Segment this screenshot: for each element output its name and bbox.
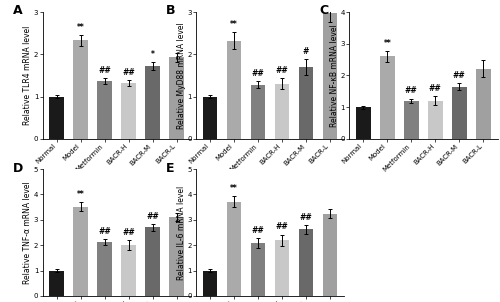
Bar bbox=[226, 202, 242, 296]
Bar bbox=[274, 240, 289, 296]
Text: B: B bbox=[166, 5, 175, 18]
Text: ##: ## bbox=[252, 69, 264, 78]
Text: ##: ## bbox=[276, 222, 288, 231]
Bar bbox=[97, 242, 112, 296]
Bar bbox=[202, 97, 218, 139]
Bar bbox=[121, 245, 136, 296]
Bar bbox=[49, 271, 64, 296]
Text: **: ** bbox=[384, 39, 391, 48]
Text: ##: ## bbox=[146, 212, 159, 221]
Bar bbox=[73, 40, 88, 139]
Bar bbox=[250, 85, 266, 139]
Bar bbox=[226, 41, 242, 139]
Text: ##: ## bbox=[276, 66, 288, 75]
Bar bbox=[322, 214, 338, 296]
Text: C: C bbox=[320, 5, 328, 18]
Y-axis label: Relative TNF-α mRNA level: Relative TNF-α mRNA level bbox=[24, 181, 32, 284]
Y-axis label: Relative MyD88 mRNA level: Relative MyD88 mRNA level bbox=[177, 22, 186, 129]
Bar bbox=[202, 271, 218, 296]
Text: ##: ## bbox=[252, 226, 264, 235]
Bar bbox=[274, 84, 289, 139]
Text: A: A bbox=[13, 5, 22, 18]
Text: ##: ## bbox=[122, 68, 135, 76]
Bar bbox=[476, 69, 491, 139]
Text: **: ** bbox=[77, 23, 84, 32]
Bar bbox=[145, 66, 160, 139]
Bar bbox=[250, 243, 266, 296]
Bar bbox=[356, 107, 371, 139]
Text: ##: ## bbox=[122, 228, 135, 237]
Bar bbox=[298, 67, 314, 139]
Y-axis label: Relative NF-κB mRNA level: Relative NF-κB mRNA level bbox=[330, 24, 339, 127]
Bar bbox=[121, 83, 136, 139]
Text: ##: ## bbox=[405, 86, 417, 95]
Text: ##: ## bbox=[429, 84, 442, 93]
Bar bbox=[97, 81, 112, 139]
Text: ##: ## bbox=[98, 66, 111, 75]
Bar bbox=[169, 217, 184, 296]
Text: ##: ## bbox=[98, 227, 111, 236]
Bar bbox=[322, 13, 338, 139]
Text: ##: ## bbox=[300, 213, 312, 222]
Bar bbox=[73, 207, 88, 296]
Text: **: ** bbox=[230, 20, 238, 29]
Y-axis label: Relative TLR4 mRNA level: Relative TLR4 mRNA level bbox=[24, 26, 32, 125]
Bar bbox=[380, 56, 395, 139]
Bar bbox=[404, 101, 419, 139]
Bar bbox=[145, 227, 160, 296]
Text: ##: ## bbox=[453, 71, 466, 80]
Text: D: D bbox=[13, 162, 23, 175]
Bar bbox=[169, 57, 184, 139]
Text: *: * bbox=[150, 50, 154, 59]
Text: E: E bbox=[166, 162, 174, 175]
Bar bbox=[428, 101, 443, 139]
Y-axis label: Relative IL-6 mRNA level: Relative IL-6 mRNA level bbox=[177, 185, 186, 280]
Bar bbox=[298, 230, 314, 296]
Bar bbox=[452, 87, 467, 139]
Text: #: # bbox=[303, 47, 309, 56]
Text: **: ** bbox=[230, 184, 238, 193]
Bar bbox=[49, 97, 64, 139]
Text: **: ** bbox=[77, 190, 84, 199]
